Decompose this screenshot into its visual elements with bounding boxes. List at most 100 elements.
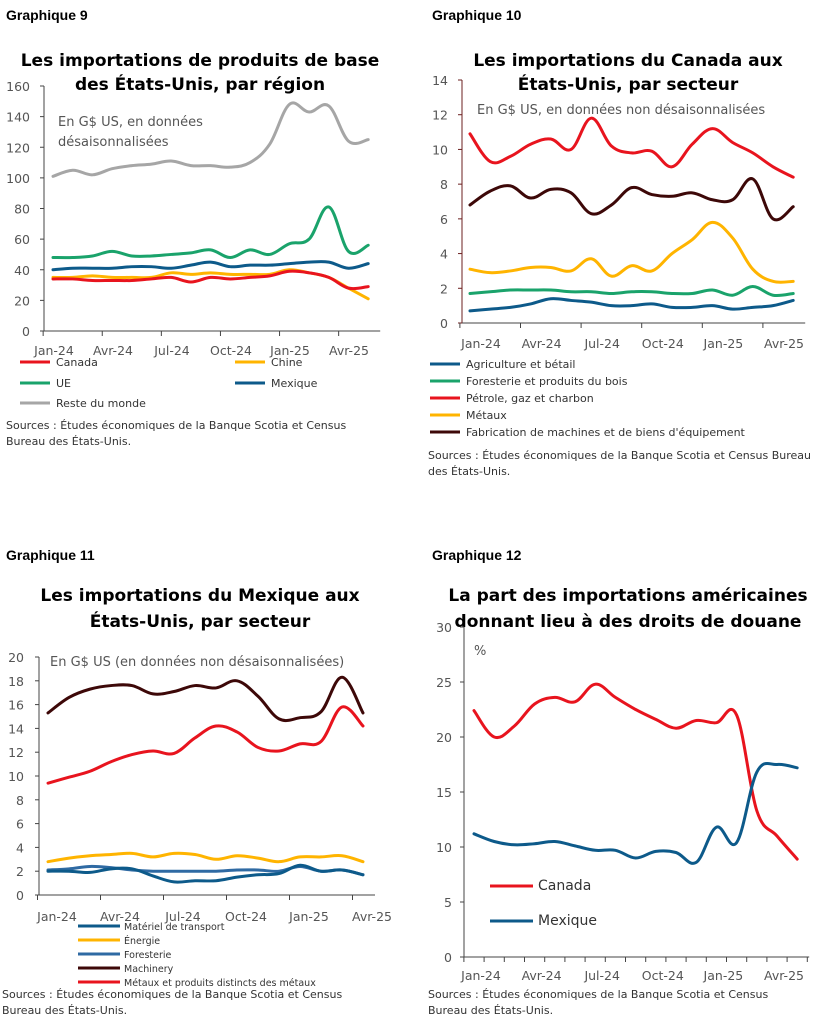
- x-tick-label: Jan-24: [460, 968, 501, 983]
- chart-note: En G$ US (en données non désaisonnalisée…: [50, 655, 344, 670]
- y-tick-label: 25: [436, 675, 452, 690]
- legend-label: Matériel de transport: [124, 922, 225, 933]
- legend-label: Chine: [271, 356, 303, 369]
- x-tick-label: Jan-25: [269, 343, 310, 358]
- y-tick-label: 15: [436, 785, 452, 800]
- y-tick-label: 14: [8, 721, 24, 736]
- legend-item: Fabrication de machines et de biens d'éq…: [430, 426, 746, 439]
- y-tick-label: 12: [8, 745, 24, 760]
- legend-item: UE: [20, 377, 71, 390]
- y-tick-label: 0: [22, 324, 30, 339]
- series-line-matériel-de-transport: [46, 863, 365, 884]
- x-tick-label: Oct-24: [210, 343, 252, 358]
- y-tick-label: 0: [440, 316, 448, 331]
- y-tick-label: 0: [16, 888, 24, 903]
- y-tick-label: 80: [14, 202, 30, 217]
- legend-item: Chine: [235, 356, 303, 369]
- x-tick-label: Jul-24: [153, 343, 190, 358]
- y-tick-label: 14: [432, 73, 448, 88]
- chart-title: États-Unis, par secteur: [518, 73, 739, 95]
- y-tick-label: 8: [16, 793, 24, 808]
- y-tick-label: 10: [432, 142, 448, 157]
- sources-note: Sources : Études économiques de la Banqu…: [2, 988, 342, 1001]
- legend-label: Machinery: [124, 964, 174, 975]
- y-tick-label: 100: [6, 171, 30, 186]
- x-tick-label: Avr-24: [522, 336, 562, 351]
- chart-note: %: [474, 644, 486, 659]
- series-line-reste-du-monde: [51, 101, 370, 178]
- sources-note: Bureau des États-Unis.: [6, 435, 131, 448]
- x-tick-label: Jan-25: [288, 909, 329, 924]
- x-tick-label: Avr-24: [93, 343, 133, 358]
- sources-note: Bureau des États-Unis.: [428, 1004, 553, 1017]
- chart-3: Graphique 11 Les importations du Mexique …: [2, 547, 392, 1017]
- series-line-canada: [51, 269, 370, 291]
- x-tick-label: Oct-24: [642, 336, 684, 351]
- series-line-énergie: [46, 851, 365, 864]
- series-line-pétrole-gaz-et-charbon: [468, 116, 795, 179]
- sources-note: Sources : Études économiques de la Banqu…: [428, 449, 811, 462]
- legend-label: Agriculture et bétail: [466, 358, 575, 371]
- legend-item: Machinery: [78, 964, 174, 975]
- x-tick-label: Avr-25: [764, 968, 804, 983]
- series-line-mexique: [51, 260, 370, 272]
- y-tick-label: 120: [6, 140, 30, 155]
- chart-note: En G$ US, en données: [58, 115, 203, 130]
- legend-label: Reste du monde: [56, 397, 146, 410]
- legend-label: Métaux et produits distincts des métaux: [124, 978, 316, 989]
- x-tick-label: Avr-25: [329, 343, 369, 358]
- legend-item: Métaux et produits distincts des métaux: [78, 978, 316, 989]
- y-tick-label: 160: [6, 79, 30, 94]
- y-tick-label: 12: [432, 108, 448, 123]
- y-tick-label: 40: [14, 263, 30, 278]
- legend-label: Foresterie et produits du bois: [466, 375, 628, 388]
- y-tick-label: 30: [436, 620, 452, 635]
- legend-label: Mexique: [538, 913, 597, 929]
- legend-label: Métaux: [466, 409, 507, 422]
- chart-title: La part des importations américaines: [448, 586, 807, 606]
- legend-item: Pétrole, gaz et charbon: [430, 392, 594, 405]
- y-tick-label: 20: [436, 730, 452, 745]
- x-tick-label: Oct-24: [642, 968, 684, 983]
- chart-note: désaisonnalisées: [58, 135, 169, 150]
- chart-label: Graphique 9: [6, 7, 88, 23]
- legend-label: Foresterie: [124, 950, 172, 961]
- legend-item: Mexique: [235, 377, 318, 390]
- series-line-fabrication-de-machines-et-de-biens-d-équipement: [468, 177, 795, 222]
- chart-title: Les importations du Canada aux: [473, 51, 782, 71]
- chart-label: Graphique 11: [6, 547, 95, 563]
- x-tick-label: Avr-25: [352, 909, 392, 924]
- series-line-métaux-et-produits-distincts-des-métaux: [46, 705, 365, 785]
- sources-note: Sources : Études économiques de la Banqu…: [6, 419, 346, 432]
- y-tick-label: 6: [16, 817, 24, 832]
- chart-title: Les importations de produits de base: [21, 51, 380, 71]
- y-tick-label: 10: [436, 840, 452, 855]
- legend-item: Reste du monde: [20, 397, 146, 410]
- legend-item: Métaux: [430, 409, 507, 422]
- legend-item: Foresterie: [78, 950, 172, 961]
- series-line-métaux: [468, 220, 795, 284]
- series-line-ue: [51, 205, 370, 260]
- y-tick-label: 2: [16, 864, 24, 879]
- y-tick-label: 18: [8, 674, 24, 689]
- series-line-canada: [472, 682, 799, 861]
- x-tick-label: Jul-24: [583, 336, 620, 351]
- legend-item: Canada: [20, 356, 98, 369]
- y-tick-label: 10: [8, 769, 24, 784]
- legend-label: Canada: [538, 878, 591, 894]
- x-tick-label: Jan-25: [703, 968, 744, 983]
- chart-note: En G$ US, en données non désaisonnalisée…: [477, 103, 765, 118]
- x-tick-label: Jan-24: [460, 336, 501, 351]
- legend-label: Mexique: [271, 377, 318, 390]
- sources-note: des États-Unis.: [428, 465, 510, 478]
- legend-label: UE: [56, 377, 71, 390]
- sources-note: Sources : Études économiques de la Banqu…: [428, 988, 768, 1001]
- legend-item: Énergie: [78, 935, 160, 947]
- x-tick-label: Jul-24: [583, 968, 620, 983]
- chart-2: Graphique 10 Les importations du Canada a…: [428, 7, 811, 478]
- series-line-agriculture-et-bétail: [468, 297, 795, 313]
- y-tick-label: 0: [444, 950, 452, 965]
- legend-item: Agriculture et bétail: [430, 358, 575, 371]
- legend-item: Mexique: [490, 913, 597, 929]
